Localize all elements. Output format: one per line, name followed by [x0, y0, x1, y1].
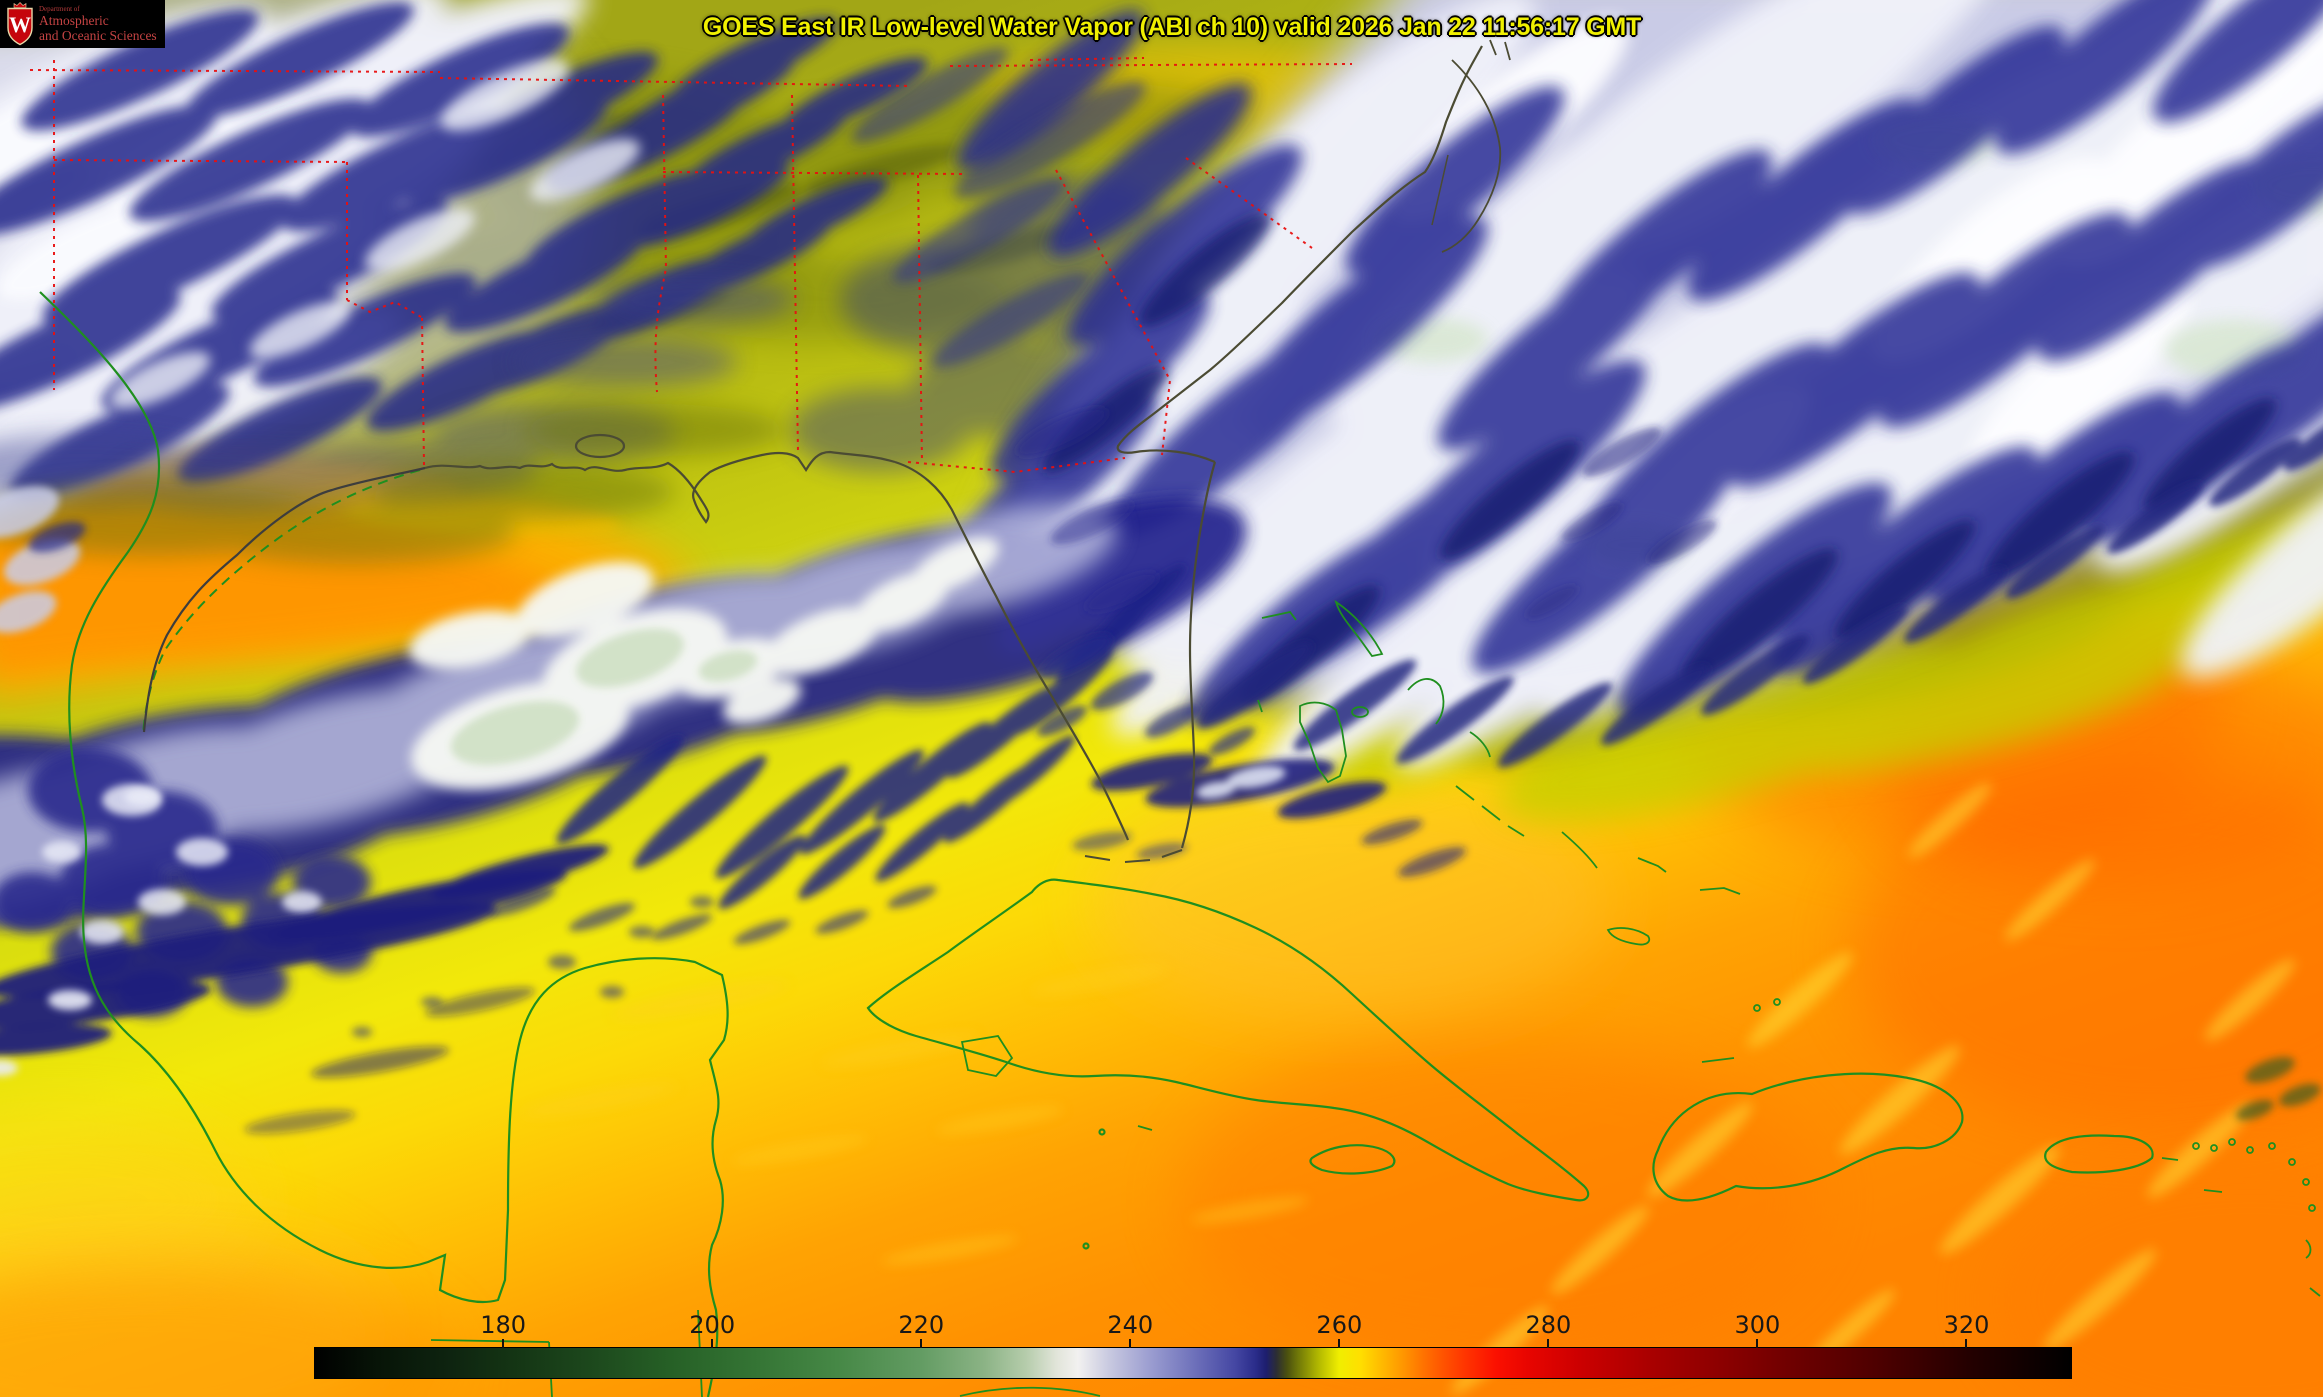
colorbar-tick-label: 260 [1316, 1311, 1363, 1339]
colorbar-tick [711, 1339, 714, 1348]
colorbar-tick-label: 240 [1107, 1311, 1154, 1339]
coastline-louisiana [424, 450, 896, 524]
coastline-pamlico [1431, 154, 1449, 226]
coastlines-caribbean [39, 291, 2321, 1397]
cloud-mass-northwest [0, 0, 928, 564]
colorbar-tick [1547, 1339, 1550, 1348]
colorbar-tick-label: 180 [480, 1311, 527, 1339]
colorbar-tick [1129, 1339, 1132, 1348]
colorbar-tick-label: 320 [1943, 1311, 1990, 1339]
colorbar-tick-label: 280 [1525, 1311, 1572, 1339]
coastline-puerto-rico [2044, 1134, 2154, 1174]
coastline-outer-banks [1441, 59, 1502, 253]
colorbar-tick-label: 200 [689, 1311, 736, 1339]
colorbar-tick [502, 1339, 505, 1348]
cloud-plume-northeast [851, 0, 2323, 793]
colorbar-scale: 180 200 220 240 260 280 300 320 [314, 1311, 2072, 1379]
coastline-texas-gray [142, 466, 426, 733]
coastline-honduras [959, 1386, 1101, 1397]
coastline-mexico-yucatan [39, 291, 729, 1397]
uw-crest-icon: W [7, 2, 33, 46]
colorbar-tick [1756, 1339, 1759, 1348]
coastline-cayman [1137, 1125, 1153, 1131]
coastline-florida [894, 460, 1217, 849]
florida-keys [1084, 849, 1183, 863]
coastline-southeast-us [1116, 45, 1483, 464]
state-borders [29, 57, 1353, 474]
coastline-cayman-dot [1098, 1128, 1106, 1136]
image-title: GOES East IR Low-level Water Vapor (ABI … [702, 13, 1642, 41]
coastline-jamaica [1309, 1144, 1396, 1175]
colorbar-gradient [315, 1348, 2071, 1378]
lake-pontchartrain [574, 433, 626, 459]
coastline-tortuga [1701, 1057, 1735, 1063]
coastline-bahamas [1257, 599, 1781, 1012]
crest-letter: W [9, 12, 31, 37]
gulf-cloud-band [0, 407, 1718, 1134]
coastline-chesapeake [1489, 39, 1511, 61]
colorbar-tick-label: 300 [1734, 1311, 1781, 1339]
coastline-hispaniola [1652, 1072, 1964, 1202]
logo-line-oceanic: and Oceanic Sciences [39, 27, 157, 43]
logo-line-atmospheric: Atmospheric [39, 13, 109, 28]
colorbar-tick-label: 220 [898, 1311, 945, 1339]
coastline-isla-juventud [960, 1035, 1014, 1077]
logo-department-line: Department of [39, 5, 80, 13]
uw-aos-logo: W Department of Atmospheric and Oceanic … [0, 0, 165, 48]
coastlines-us-gulf [142, 39, 1511, 863]
coastline-cuba [866, 878, 1590, 1202]
coastline-swan-island [1082, 1242, 1090, 1250]
colorbar-tick [1965, 1339, 1968, 1348]
coastline-lesser-antilles [2161, 1138, 2321, 1297]
colorbar-tick [1338, 1339, 1341, 1348]
colorbar-tick [920, 1339, 923, 1348]
barrier-islands-texas [142, 469, 421, 736]
